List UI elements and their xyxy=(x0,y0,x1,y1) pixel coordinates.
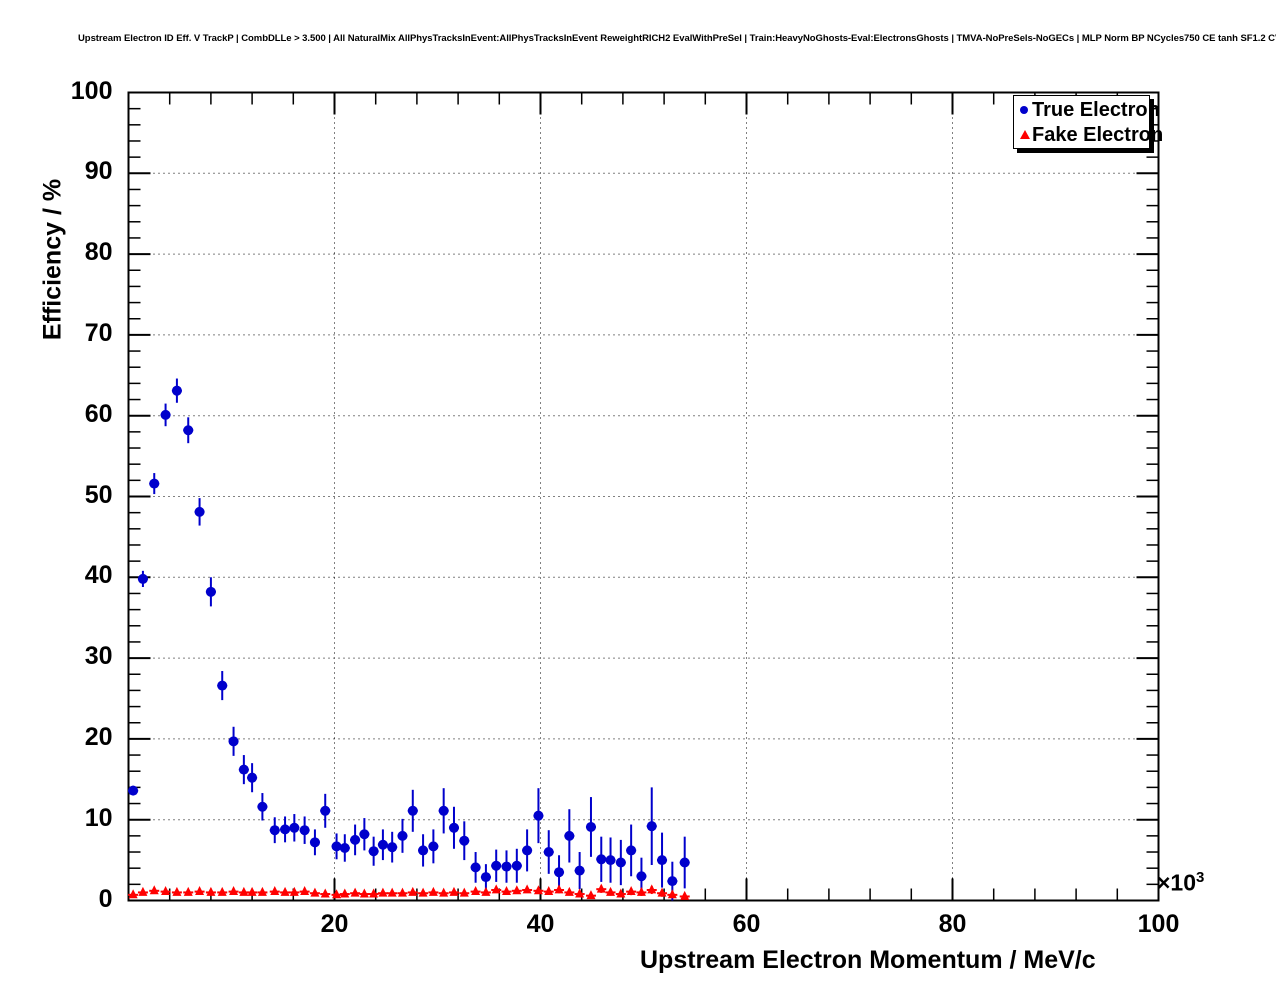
y-tick-label-50: 50 xyxy=(84,480,113,509)
y-tick-label-40: 40 xyxy=(84,561,113,590)
y-tick-label-100: 100 xyxy=(70,76,113,105)
y-tick-label-90: 90 xyxy=(84,157,113,186)
y-tick-label-80: 80 xyxy=(84,238,113,267)
x-axis-title: Upstream Electron Momentum / MeV/c xyxy=(640,946,1096,974)
exponent-base: ×10 xyxy=(1157,869,1197,896)
y-tick-label-10: 10 xyxy=(84,803,113,832)
exponent-power: 3 xyxy=(1196,869,1205,886)
y-tick-label-30: 30 xyxy=(84,642,113,671)
x-tick-label-40: 40 xyxy=(526,909,555,938)
y-tick-label-20: 20 xyxy=(84,722,113,751)
x-tick-label-20: 20 xyxy=(320,909,349,938)
legend-label-true-electron: True Electron xyxy=(1032,99,1160,121)
x-tick-label-100: 100 xyxy=(1137,909,1180,938)
x-tick-label-60: 60 xyxy=(732,909,761,938)
legend-item-true-electron[interactable]: True Electron xyxy=(1018,97,1160,123)
grid-lines xyxy=(128,92,1159,901)
y-tick-label-0: 0 xyxy=(98,884,113,913)
circle-marker-icon xyxy=(1018,100,1032,120)
triangle-marker-icon xyxy=(1018,125,1032,145)
legend: True Electron Fake Electron xyxy=(1013,95,1163,149)
y-axis-title: Efficiency / % xyxy=(38,178,67,341)
legend-label-fake-electron: Fake Electron xyxy=(1032,124,1164,146)
legend-item-fake-electron[interactable]: Fake Electron xyxy=(1018,122,1163,148)
y-tick-label-70: 70 xyxy=(84,318,113,347)
series-fake-electron xyxy=(128,883,690,900)
y-tick-label-60: 60 xyxy=(84,399,113,428)
x-axis-exponent-label: ×103 xyxy=(1157,869,1204,897)
plot-title: Upstream Electron ID Eff. V TrackP | Com… xyxy=(78,33,1276,44)
series-true-electron xyxy=(128,378,690,901)
x-tick-label-80: 80 xyxy=(938,909,967,938)
